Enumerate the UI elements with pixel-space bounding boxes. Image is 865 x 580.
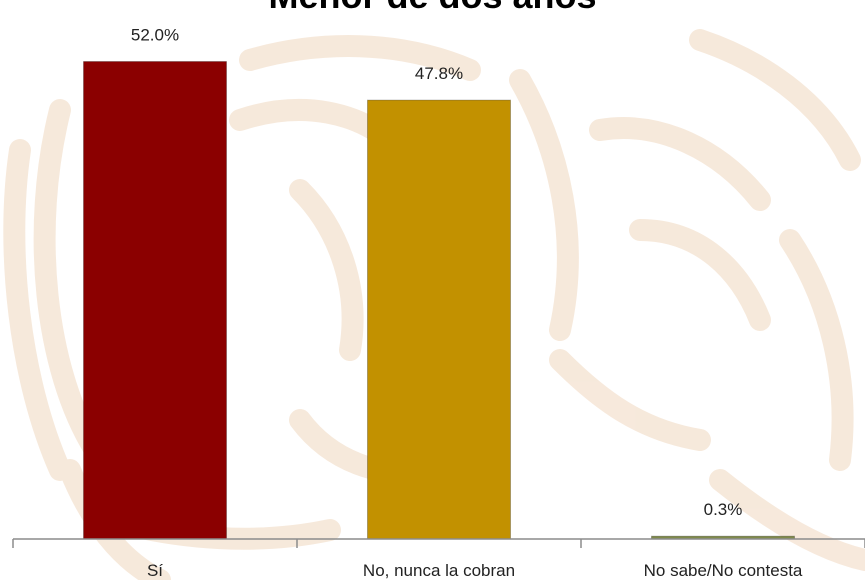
tick-label-2: No sabe/No contesta xyxy=(644,561,803,580)
data-label-0: 52.0% xyxy=(131,26,179,45)
data-label-2: 0.3% xyxy=(704,500,743,519)
chart-title: Menor de dos años xyxy=(0,0,865,16)
bar-1 xyxy=(367,99,511,540)
tick-label-1: No, nunca la cobran xyxy=(363,561,515,580)
bar-0 xyxy=(83,61,227,540)
data-label-1: 47.8% xyxy=(415,64,463,83)
tick-label-0: Sí xyxy=(147,561,163,580)
